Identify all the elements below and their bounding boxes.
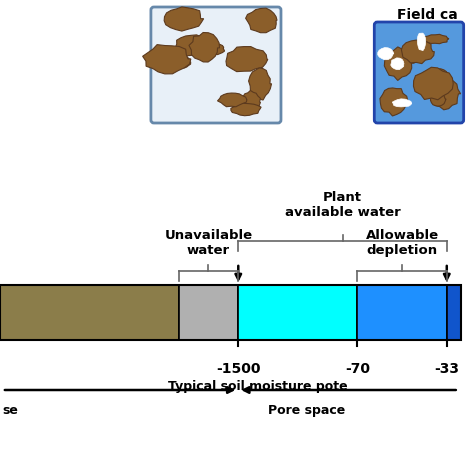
- Bar: [238, 285, 357, 340]
- Text: -1500: -1500: [216, 362, 261, 376]
- Text: Pore space: Pore space: [268, 404, 346, 417]
- Bar: [179, 285, 238, 340]
- Polygon shape: [384, 47, 414, 81]
- Text: Plant
available water: Plant available water: [285, 191, 401, 219]
- Text: Field ca: Field ca: [397, 8, 458, 22]
- Bar: [0, 285, 461, 340]
- Polygon shape: [246, 8, 277, 33]
- Text: Wilting point: Wilting point: [168, 8, 269, 22]
- Polygon shape: [391, 58, 404, 70]
- Polygon shape: [189, 33, 219, 62]
- Text: se: se: [2, 404, 18, 417]
- Polygon shape: [430, 78, 461, 110]
- Polygon shape: [226, 46, 268, 72]
- Bar: [0, 285, 179, 340]
- Polygon shape: [427, 68, 449, 85]
- Polygon shape: [401, 40, 434, 64]
- Polygon shape: [417, 33, 426, 51]
- Polygon shape: [164, 7, 204, 31]
- Polygon shape: [392, 99, 412, 107]
- Polygon shape: [218, 93, 247, 107]
- Polygon shape: [413, 67, 453, 100]
- Polygon shape: [175, 35, 211, 56]
- Text: -33: -33: [434, 362, 459, 376]
- Polygon shape: [430, 91, 446, 106]
- Text: Allowable
depletion: Allowable depletion: [365, 229, 438, 257]
- Polygon shape: [380, 88, 408, 116]
- Text: Typical soil moisture pote: Typical soil moisture pote: [168, 380, 348, 393]
- Text: -70: -70: [345, 362, 370, 376]
- Polygon shape: [242, 91, 261, 113]
- Polygon shape: [248, 68, 272, 100]
- Polygon shape: [207, 44, 225, 55]
- Polygon shape: [175, 55, 191, 68]
- FancyBboxPatch shape: [374, 22, 464, 123]
- Text: Unavailable
water: Unavailable water: [164, 229, 253, 257]
- Polygon shape: [231, 103, 261, 116]
- FancyBboxPatch shape: [151, 7, 281, 123]
- Polygon shape: [378, 47, 394, 60]
- Polygon shape: [143, 45, 191, 74]
- Polygon shape: [422, 34, 449, 44]
- Bar: [447, 285, 461, 340]
- Bar: [357, 285, 447, 340]
